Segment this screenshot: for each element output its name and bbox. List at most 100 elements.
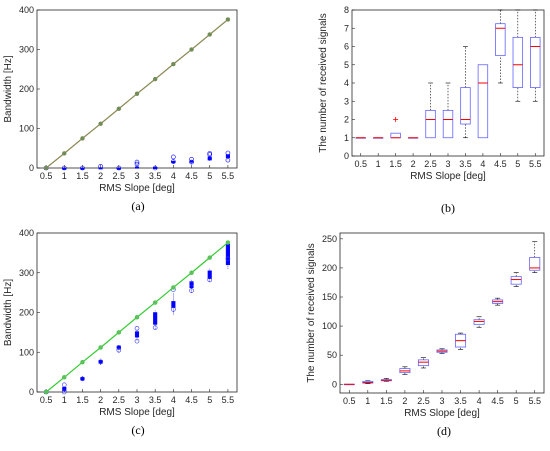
box-body xyxy=(171,161,176,164)
series-point xyxy=(225,240,231,245)
x-tick-label: 1 xyxy=(376,159,381,169)
y-tick-label: 5 xyxy=(344,60,349,70)
series-point xyxy=(116,330,122,335)
box-body xyxy=(510,276,522,285)
series-point xyxy=(134,315,140,320)
series-point xyxy=(134,91,140,96)
x-tick-label: 2 xyxy=(411,159,416,169)
box-body xyxy=(207,270,212,279)
y-tick-label: 1 xyxy=(344,133,349,143)
outlier-point xyxy=(134,338,140,344)
chart-panel-3: 0.5 1 1.5 2 2.5 3 3.5 4 4.5 5 5.5 0 100 200 300 400 RMS … xyxy=(3,228,238,437)
series-point xyxy=(189,47,194,52)
y-axis-label: Bandwidth [Hz] xyxy=(3,55,14,122)
box-body xyxy=(460,87,471,125)
x-tick-label: 5.5 xyxy=(222,171,235,181)
y-tick-label: 0 xyxy=(332,379,337,389)
x-tick-label: 1.5 xyxy=(389,159,402,169)
x-tick-label: 2 xyxy=(402,396,407,406)
plot-area xyxy=(339,232,545,394)
x-tick-label: 4 xyxy=(171,171,176,181)
outlier-point xyxy=(116,347,122,353)
y-tick-label: 250 xyxy=(322,234,337,244)
outlier-point xyxy=(80,376,85,382)
outlier-point xyxy=(134,161,140,167)
y-tick-label: 6 xyxy=(344,42,349,52)
y-tick-label: 200 xyxy=(19,308,34,318)
outlier-point xyxy=(171,307,176,312)
x-tick-label: 1 xyxy=(62,171,67,181)
x-tick-label: 4 xyxy=(477,396,482,406)
y-axis-label: The number of received signals xyxy=(306,243,317,383)
x-tick-label: 4.5 xyxy=(494,159,507,169)
x-tick-label: 0.5 xyxy=(40,171,53,181)
y-tick-label: 2 xyxy=(344,115,349,125)
panel-label: (c) xyxy=(131,423,144,437)
x-tick-label: 2.5 xyxy=(113,171,126,181)
x-tick-label: 5 xyxy=(207,395,212,405)
outlier-point xyxy=(171,159,176,164)
series-point xyxy=(62,375,67,380)
x-tick-label: 0.5 xyxy=(354,159,367,169)
series-point xyxy=(98,345,103,350)
outlier-point xyxy=(152,325,158,330)
box-body xyxy=(134,331,140,338)
outlier-point xyxy=(225,157,231,163)
x-tick-label: 3.5 xyxy=(149,171,162,181)
series-point xyxy=(171,61,176,67)
box-body xyxy=(153,166,158,169)
x-axis-label: RMS Slope [deg] xyxy=(99,407,175,418)
outlier-point xyxy=(98,164,103,169)
series-point xyxy=(62,151,67,156)
x-tick-label: 3 xyxy=(134,171,139,181)
x-tick-label: 3.5 xyxy=(149,395,162,405)
plot-area xyxy=(36,9,238,169)
series-point xyxy=(80,136,85,141)
outlier-point xyxy=(61,382,67,388)
outlier-point xyxy=(98,359,103,365)
series-point xyxy=(207,32,212,37)
x-tick-label: 4.5 xyxy=(185,395,198,405)
x-tick-label: 5 xyxy=(515,159,520,169)
y-tick-label: 3 xyxy=(344,96,349,106)
x-tick-label: 2.5 xyxy=(424,159,437,169)
panel-label: (a) xyxy=(131,199,144,213)
x-tick-label: 2.5 xyxy=(417,396,430,406)
outlier-point xyxy=(207,151,213,156)
y-axis-label: Bandwidth [Hz] xyxy=(3,279,14,346)
x-tick-label: 3 xyxy=(134,395,139,405)
x-tick-label: 4.5 xyxy=(185,171,198,181)
series-point xyxy=(225,17,231,22)
chart-panel-2: 0.5 1 1.5 2 2.5 3 3.5 4 4.5 5 5.5 0 1 2 3 4 5 6 7 8 RMS Slop… xyxy=(318,5,545,215)
y-tick-label: 200 xyxy=(19,84,34,94)
box-body xyxy=(529,257,541,271)
x-tick-label: 2 xyxy=(98,395,103,405)
x-tick-label: 5.5 xyxy=(222,395,235,405)
outlier-point xyxy=(189,288,194,293)
x-tick-label: 5 xyxy=(514,396,519,406)
y-tick-label: 7 xyxy=(344,23,349,33)
series-point xyxy=(207,255,212,260)
chart-panel-4: 0.5 1 1.5 2 2.5 3 3.5 4 4.5 5 5.5 0 50 100 150 200 250 RM… xyxy=(306,232,545,438)
outlier-point xyxy=(189,159,194,165)
outlier-point xyxy=(189,281,194,287)
x-tick-label: 3.5 xyxy=(459,159,472,169)
series-point xyxy=(189,270,194,275)
plot-area xyxy=(36,232,238,393)
outlier-point xyxy=(134,326,140,331)
y-tick-label: 100 xyxy=(322,321,337,331)
y-tick-label: 100 xyxy=(19,124,34,134)
box-body xyxy=(153,312,158,325)
series-point xyxy=(80,359,85,365)
y-tick-label: 0 xyxy=(344,151,349,161)
x-tick-label: 1.5 xyxy=(380,396,393,406)
outlier-point xyxy=(116,165,122,171)
y-tick-label: 0 xyxy=(29,163,34,173)
box-body xyxy=(512,36,524,88)
outlier-point xyxy=(207,152,213,157)
series-point xyxy=(43,165,49,171)
series-point xyxy=(116,106,122,111)
y-tick-label: 300 xyxy=(19,268,34,278)
series-point xyxy=(171,285,176,290)
